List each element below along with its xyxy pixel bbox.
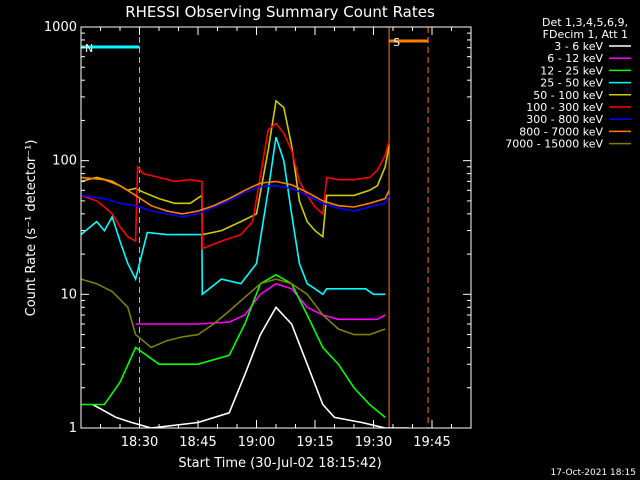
footer-date: 17-Oct-2021 18:15 xyxy=(551,468,636,478)
series-line xyxy=(81,273,386,419)
legend: Det 1,3,4,5,6,9,FDecim 1, Att 13 - 6 keV… xyxy=(505,16,631,151)
y-tick-label: 1 xyxy=(69,421,77,436)
x-axis-label: Start Time (30-Jul-02 18:15:42) xyxy=(178,456,381,471)
legend-header: Det 1,3,4,5,6,9, xyxy=(542,16,628,29)
y-tick-label: 1000 xyxy=(44,20,77,35)
legend-entry-label: 100 - 300 keV xyxy=(526,101,603,114)
series-line xyxy=(135,282,386,325)
flag-label: N xyxy=(85,42,93,55)
y-tick-label: 10 xyxy=(60,287,77,302)
x-axis: 18:30 18:45 19:00 19:15 19:30 19:45 xyxy=(80,27,472,450)
y-axis-label: Count Rate (s⁻¹ detector⁻¹) xyxy=(24,140,39,317)
y-tick-label: 100 xyxy=(52,154,77,169)
series-line xyxy=(81,136,386,296)
flag-label: S xyxy=(393,36,400,49)
series-line xyxy=(81,122,390,250)
x-tick-label: 19:45 xyxy=(413,435,450,450)
legend-entry-label: 12 - 25 keV xyxy=(540,64,603,77)
legend-header: FDecim 1, Att 1 xyxy=(543,28,628,41)
series-line xyxy=(92,305,409,428)
legend-entry-label: 3 - 6 keV xyxy=(554,40,603,53)
legend-entry-label: 300 - 800 keV xyxy=(526,113,603,126)
y-axis: 1 10 100 1000 xyxy=(44,20,471,436)
legend-entry-label: 50 - 100 keV xyxy=(533,89,603,102)
series-group xyxy=(81,99,409,428)
legend-entry-label: 6 - 12 keV xyxy=(547,52,603,65)
legend-entry-label: 7000 - 15000 keV xyxy=(505,138,603,151)
legend-entry-label: 800 - 7000 keV xyxy=(519,125,603,138)
series-line xyxy=(81,99,390,239)
x-tick-label: 18:45 xyxy=(179,435,216,450)
series-line xyxy=(81,176,390,215)
x-tick-label: 18:30 xyxy=(121,435,158,450)
x-tick-label: 19:30 xyxy=(355,435,392,450)
series-line xyxy=(81,184,390,218)
x-tick-label: 19:15 xyxy=(296,435,333,450)
series-line xyxy=(81,278,386,349)
x-tick-label: 19:00 xyxy=(238,435,275,450)
chart-title: RHESSI Observing Summary Count Rates xyxy=(125,3,435,21)
legend-entry-label: 25 - 50 keV xyxy=(540,77,603,90)
